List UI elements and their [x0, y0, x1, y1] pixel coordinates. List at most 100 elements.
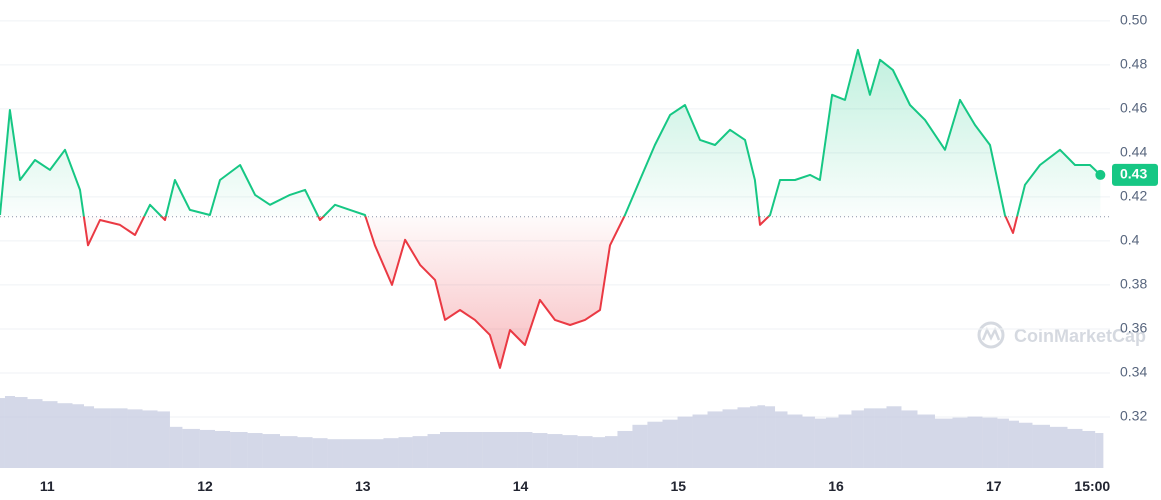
volume-bar: [982, 417, 998, 468]
volume-bar: [327, 439, 343, 468]
volume-bar: [42, 401, 58, 468]
watermark: CoinMarketCap: [977, 321, 1146, 349]
volume-bar: [72, 404, 84, 468]
volume-bar: [802, 416, 815, 468]
volume-bar: [14, 397, 28, 468]
volume-bar: [157, 411, 170, 468]
volume-bar: [632, 424, 648, 468]
volume-bar: [863, 408, 875, 468]
volume-bar: [110, 408, 128, 468]
volume-bar: [230, 432, 248, 468]
volume-bar: [398, 437, 413, 468]
volume-bar: [737, 407, 750, 468]
x-tick-label: 15:00: [1074, 478, 1110, 494]
volume-bar: [357, 439, 370, 468]
volume-bar: [0, 398, 5, 468]
volume-bar: [467, 432, 483, 468]
volume-bar: [749, 406, 758, 468]
volume-bar: [592, 437, 605, 468]
volume-bar: [934, 418, 953, 468]
x-tick-label: 14: [513, 478, 529, 494]
price-line: [0, 48, 1102, 369]
volume-bar: [214, 430, 231, 468]
volume-bar: [1095, 433, 1104, 468]
volume-bar: [851, 410, 864, 468]
volume-bar: [262, 434, 280, 468]
last-price-badge: [1112, 163, 1158, 186]
volume-bar: [722, 409, 738, 468]
volume-bar: [787, 414, 803, 468]
volume-bar: [482, 432, 495, 468]
volume-bar: [647, 421, 663, 468]
volume-bar: [312, 438, 328, 468]
volume-bar: [532, 433, 548, 468]
y-tick-label: 0.32: [1120, 408, 1147, 424]
volume-bar: [692, 414, 708, 468]
y-tick-label: 0.46: [1120, 100, 1147, 116]
volume-bar: [517, 432, 533, 468]
volume-bar: [886, 406, 902, 468]
volume-bar: [1032, 424, 1050, 468]
volume-bar: [997, 418, 1009, 468]
volume-bar: [279, 436, 298, 468]
volume-bar: [342, 439, 358, 468]
volume-bar: [504, 432, 518, 468]
last-price-dot: [1095, 169, 1106, 180]
volume-bar: [452, 432, 468, 468]
volume-bar: [707, 411, 723, 468]
y-tick-label: 0.38: [1120, 276, 1147, 292]
volume-bar: [1018, 422, 1033, 468]
volume-bar: [662, 419, 678, 468]
volume-bar: [297, 437, 313, 468]
volume-bar: [57, 403, 73, 468]
volume-bar: [199, 429, 215, 468]
volume-bar: [825, 417, 839, 468]
volume-bar: [427, 434, 441, 468]
volume-bar: [1008, 420, 1019, 468]
volume-bar: [814, 418, 826, 468]
volume-bar: [547, 434, 563, 468]
volume-bar: [127, 409, 143, 468]
volume-bar: [494, 432, 505, 468]
volume-bar: [677, 416, 693, 468]
volume-bar: [757, 405, 766, 468]
volume-bar: [440, 432, 453, 468]
y-tick-label: 0.50: [1120, 12, 1147, 28]
volume-bar: [1082, 430, 1096, 468]
y-tick-label: 0.42: [1120, 188, 1147, 204]
volume-bar: [142, 410, 158, 468]
volume-bar: [1067, 428, 1083, 468]
volume-bar: [617, 430, 633, 468]
volume-bar: [917, 414, 935, 468]
volume-bar: [383, 438, 399, 468]
volume-bar: [412, 436, 428, 468]
y-tick-label: 0.4: [1120, 232, 1140, 248]
volume-bar: [83, 406, 95, 468]
volume-bar: [169, 426, 183, 468]
volume-bar: [967, 416, 983, 468]
price-area: [0, 49, 1101, 368]
volume-bar: [901, 410, 918, 468]
volume-bar: [952, 417, 968, 468]
volume-bar: [94, 408, 111, 468]
volume-bar: [577, 436, 593, 468]
x-tick-label: 12: [197, 478, 213, 494]
volume-bar: [27, 399, 43, 468]
volume-bar: [247, 433, 263, 468]
y-tick-label: 0.48: [1120, 56, 1147, 72]
volume-bar: [182, 428, 200, 468]
volume-bar: [562, 435, 578, 468]
y-tick-label: 0.36: [1120, 320, 1147, 336]
x-tick-label: 17: [986, 478, 1002, 494]
x-tick-label: 16: [828, 478, 844, 494]
volume-bar: [874, 408, 887, 468]
x-tick-label: 11: [40, 478, 55, 494]
volume-bar: [838, 414, 852, 468]
volume-bar: [604, 436, 618, 468]
volume-bar: [1049, 426, 1068, 468]
x-tick-label: 15: [670, 478, 686, 494]
volume-bar: [775, 411, 788, 468]
y-tick-label: 0.34: [1120, 364, 1147, 380]
